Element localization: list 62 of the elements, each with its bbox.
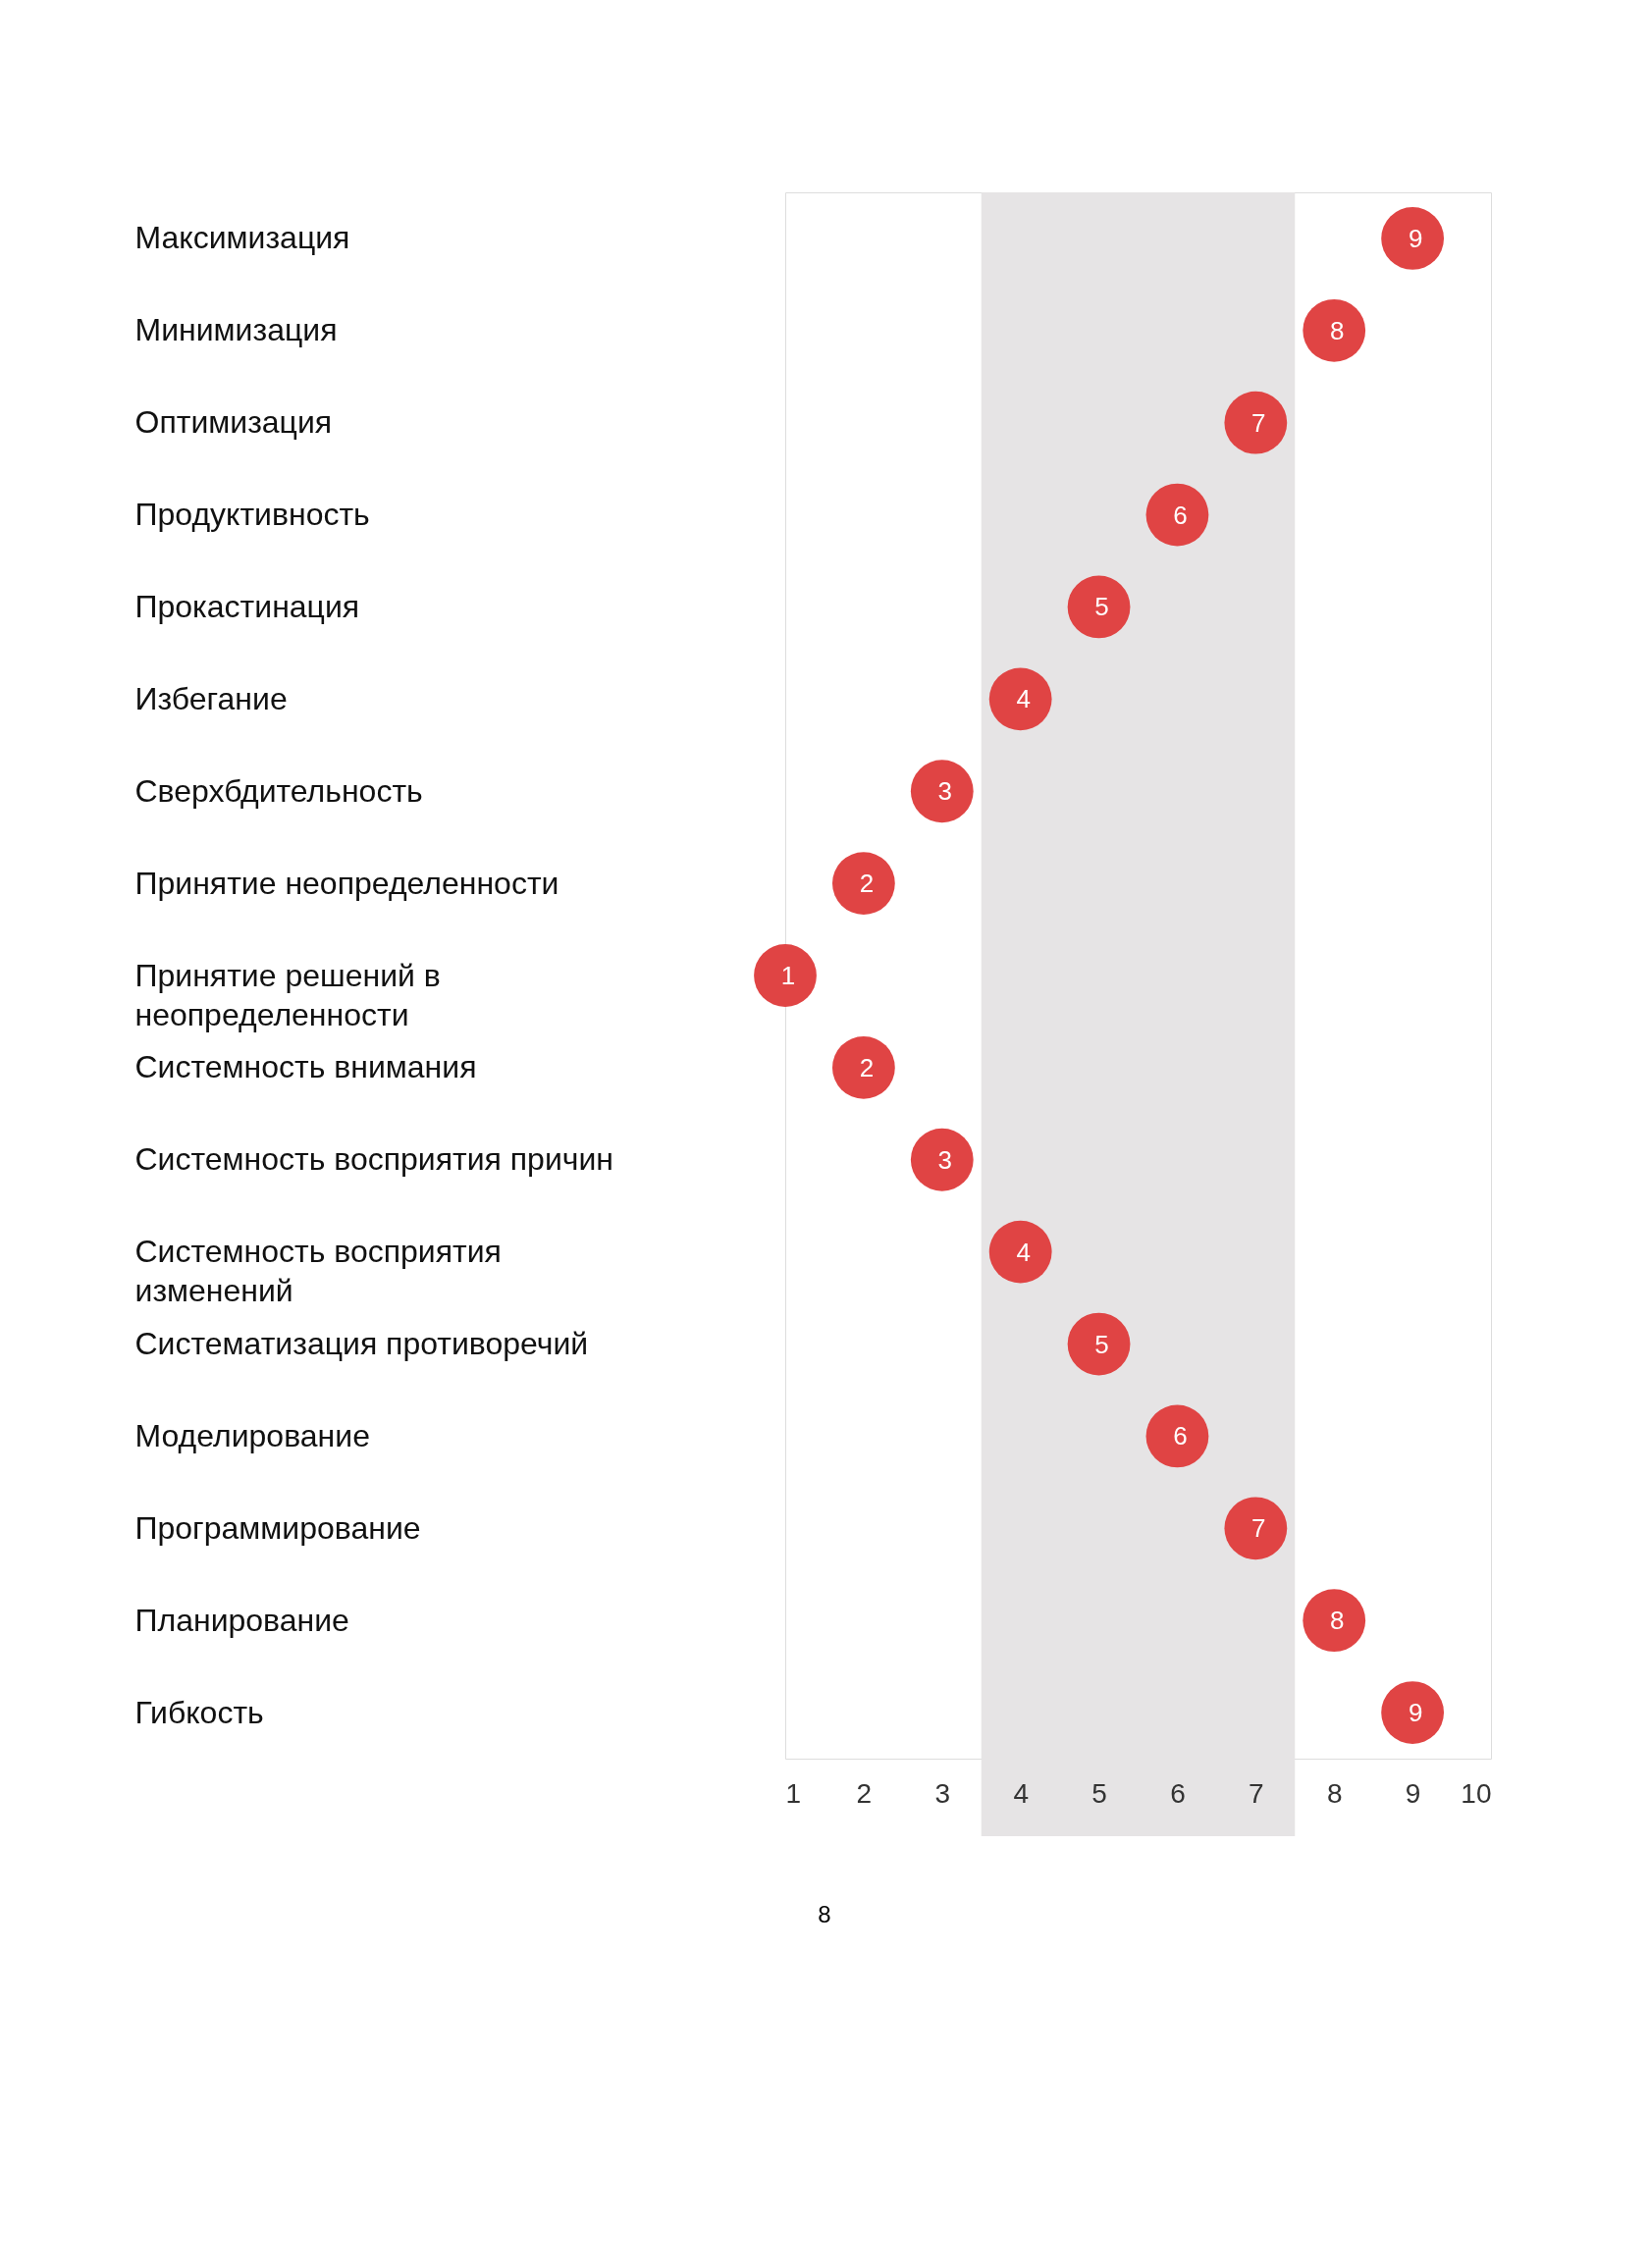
x-tick-label: 3 [934,1777,951,1809]
data-label: 5 [1094,1329,1109,1359]
x-tick-label: 10 [1461,1777,1492,1809]
y-tick-label: Прокастинация [134,588,360,624]
data-label: 8 [1329,315,1345,345]
point [1224,1497,1288,1560]
data-label: 2 [859,869,875,899]
point [1067,575,1131,639]
data-label: 3 [937,1144,953,1175]
point [910,1128,974,1191]
point [831,1036,895,1099]
y-tick-label: Продуктивность [134,497,370,533]
text: 8 [818,1901,831,1927]
data-label: 3 [937,776,953,807]
data-label: 5 [1094,592,1109,622]
point [988,667,1052,731]
x-tick-label: 2 [856,1777,873,1809]
data-label: 9 [1408,223,1423,253]
y-tick-label: Системность восприятия причин [134,1141,613,1178]
data-label: 6 [1173,500,1188,530]
data-label: 2 [859,1052,875,1082]
data-label: 4 [1016,684,1031,714]
point [988,1220,1052,1284]
point [831,852,895,915]
data-label: 9 [1408,1698,1423,1728]
y-tick-label: Моделирование [134,1417,370,1453]
x-tick-label: 5 [1091,1777,1107,1809]
y-tick-label: Оптимизация [134,404,333,441]
point [1303,1589,1366,1653]
point [1303,298,1366,362]
y-tick-label: Сверхбдительность [134,772,423,809]
point [1145,1404,1209,1468]
x-tick-label: 9 [1405,1777,1421,1809]
x-tick-label: 7 [1249,1777,1264,1809]
point [754,944,817,1007]
x-tick-label: 6 [1170,1777,1186,1809]
point [910,760,974,823]
point [1145,483,1209,547]
point [1381,1681,1445,1744]
x-tick-label: 8 [1326,1777,1343,1809]
y-tick-label: Избегание [134,680,288,716]
y-tick-label: Максимизация [134,220,350,256]
x-tick-label: 1 [785,1777,802,1809]
data-label: 8 [1329,1606,1345,1636]
y-tick-label: Принятие неопределенности [134,865,559,901]
y-tick-label: Планирование [134,1602,349,1638]
data-label: 6 [1173,1421,1188,1451]
point [1381,207,1445,270]
point [1224,391,1288,454]
data-label: 4 [1016,1237,1031,1267]
point [1067,1312,1131,1376]
y-tick-label: Принятие решений в неопределенности [134,957,441,1032]
data-label: 7 [1251,1513,1266,1544]
x-tick-label: 4 [1013,1777,1029,1809]
y-tick-label: Минимизация [134,312,338,348]
y-tick-label: Программирование [134,1509,421,1546]
data-label: 1 [780,961,796,990]
y-tick-label: Гибкость [134,1694,264,1730]
y-tick-label: Системность восприятия изменений [134,1234,502,1309]
y-tick-label: Систематизация противоречий [134,1326,589,1362]
y-tick-label: Системность внимания [134,1049,477,1085]
data-label: 7 [1251,407,1266,438]
